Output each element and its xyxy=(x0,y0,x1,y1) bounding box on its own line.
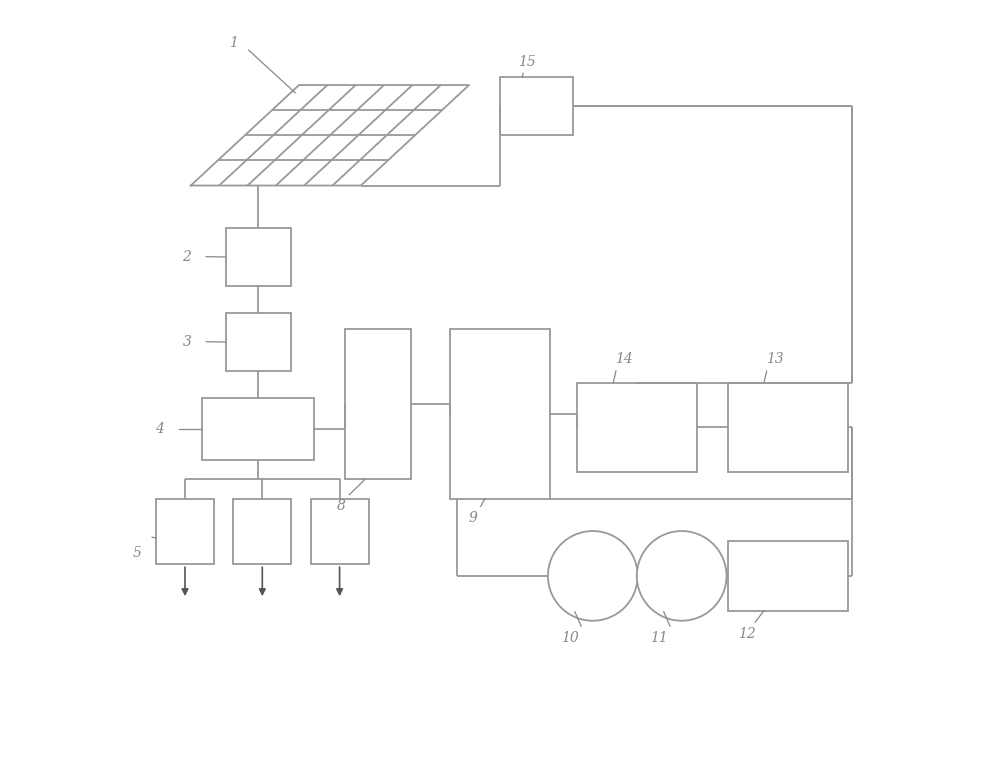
Text: 10: 10 xyxy=(561,631,578,645)
Text: 2: 2 xyxy=(182,250,191,264)
Bar xyxy=(500,77,573,135)
Text: 11: 11 xyxy=(650,631,667,645)
Text: 5: 5 xyxy=(132,546,141,560)
Bar xyxy=(226,228,291,286)
Text: 12: 12 xyxy=(738,627,756,641)
Bar xyxy=(311,499,369,564)
Bar xyxy=(450,329,550,499)
Text: 9: 9 xyxy=(469,511,477,525)
Text: 1: 1 xyxy=(229,36,238,49)
Bar xyxy=(728,541,848,611)
Bar xyxy=(156,499,214,564)
Bar xyxy=(226,313,291,371)
Text: 4: 4 xyxy=(155,422,164,436)
Bar xyxy=(233,499,291,564)
Text: 8: 8 xyxy=(337,499,346,513)
Bar xyxy=(345,329,411,479)
Circle shape xyxy=(548,531,638,621)
Circle shape xyxy=(637,531,726,621)
Bar xyxy=(577,383,697,472)
Text: 14: 14 xyxy=(615,352,633,366)
Text: 13: 13 xyxy=(766,352,783,366)
Text: 3: 3 xyxy=(182,335,191,349)
Bar xyxy=(202,398,314,460)
Bar xyxy=(728,383,848,472)
Text: 15: 15 xyxy=(518,55,536,69)
